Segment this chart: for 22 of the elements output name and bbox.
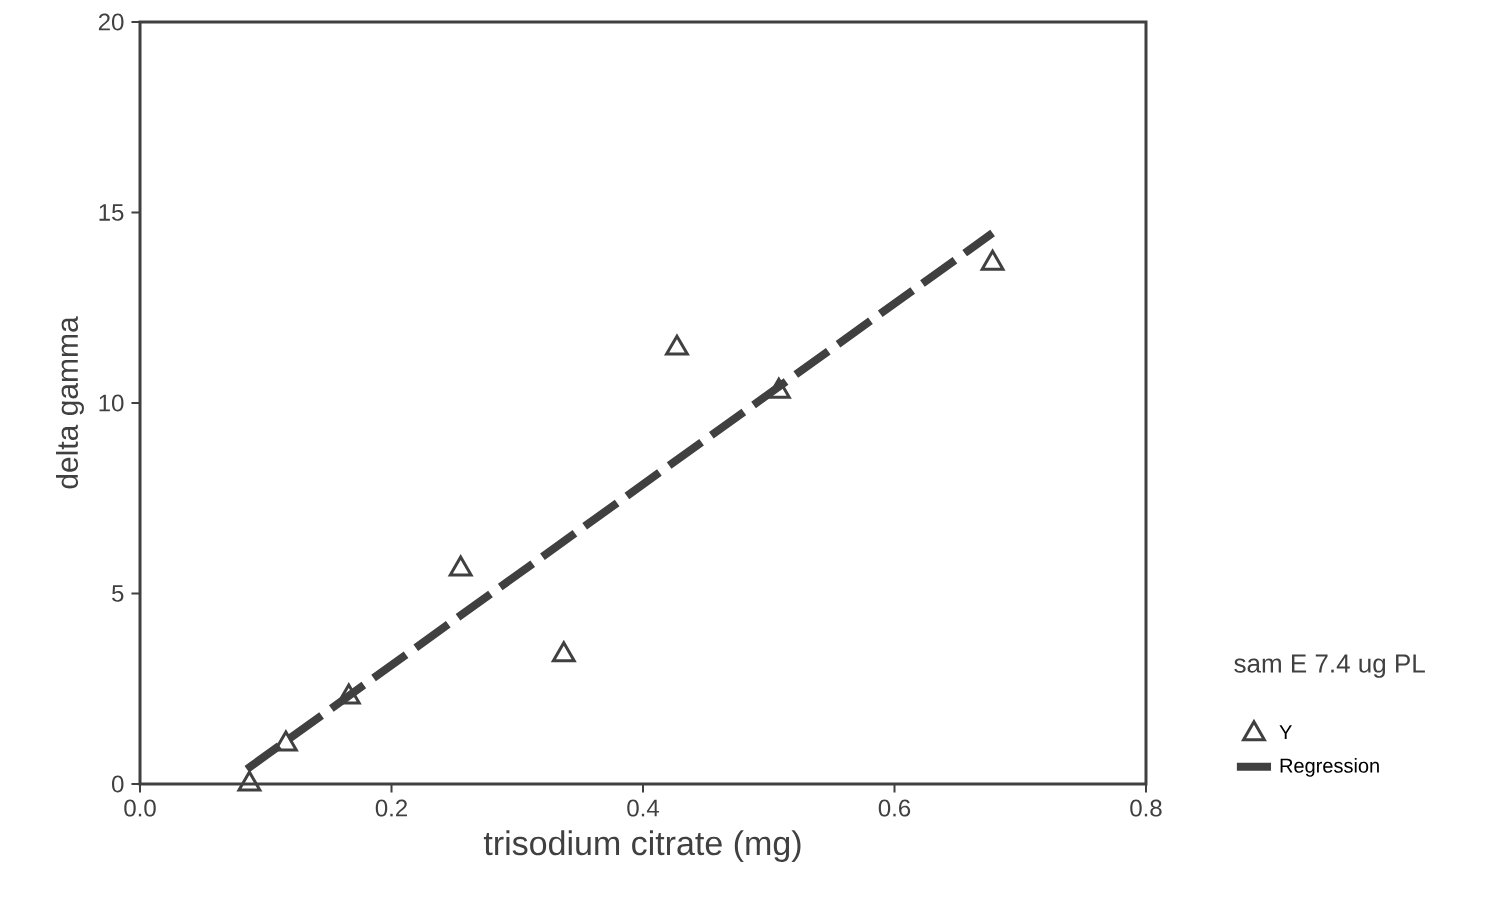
y-tick-label: 15	[99, 204, 124, 221]
point	[336, 683, 361, 705]
x-tick-label: 0.6	[878, 799, 911, 817]
x-axis-title: trisodium citrate (mg)	[483, 830, 801, 863]
point	[980, 249, 1005, 271]
legend-label: Regression	[1280, 758, 1379, 777]
point	[237, 770, 262, 792]
point	[448, 555, 473, 577]
point	[551, 641, 576, 663]
x-tick-label: 0.2	[375, 799, 407, 817]
y-axis-title: delta gamma	[56, 316, 84, 489]
point	[665, 334, 689, 356]
point	[766, 377, 791, 399]
x-tick-label: 0.4	[627, 799, 659, 817]
legend-title: sam E 7.4 ug PL	[1234, 654, 1425, 678]
y-tick-label: 20	[98, 13, 124, 31]
y-tick-label: 10	[99, 394, 124, 412]
x-tick-label: 0.0	[124, 799, 156, 817]
y-tick-label: 5	[112, 585, 124, 602]
legend-label: Y	[1279, 725, 1292, 740]
x-tick-label: 0.8	[1130, 799, 1162, 817]
y-tick-label: 0	[112, 775, 124, 793]
